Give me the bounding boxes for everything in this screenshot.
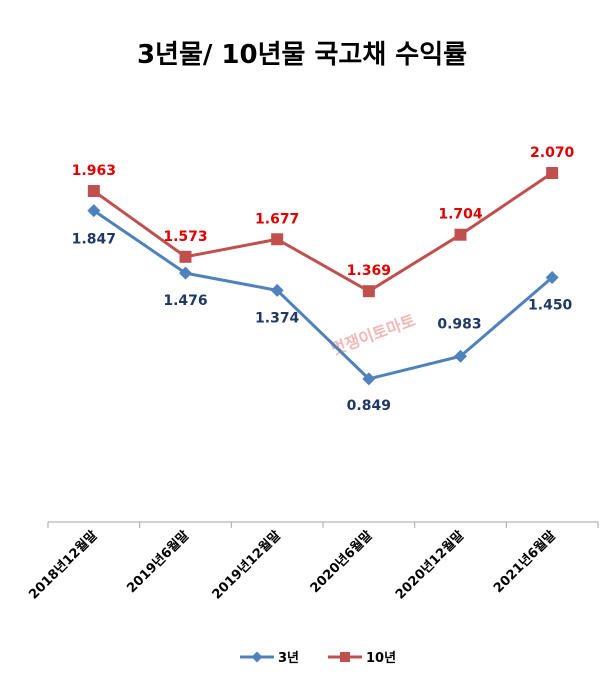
series-line bbox=[92, 171, 554, 293]
data-label: 1.847 bbox=[72, 232, 116, 248]
data-label: 0.983 bbox=[437, 316, 481, 332]
data-point bbox=[545, 271, 559, 285]
x-tick-label: 2020년6월말 bbox=[307, 527, 376, 596]
x-tick-label: 2019년6월말 bbox=[124, 527, 193, 596]
data-label: 1.704 bbox=[438, 207, 483, 223]
data-point bbox=[454, 349, 467, 363]
data-label: 1.963 bbox=[72, 163, 116, 179]
legend-item-3년: 3년 bbox=[240, 651, 299, 666]
data-point bbox=[179, 250, 192, 263]
x-tick-label: 2020년12월말 bbox=[392, 527, 467, 602]
data-point bbox=[546, 167, 559, 179]
data-point bbox=[179, 266, 192, 280]
data-label: 1.369 bbox=[347, 263, 391, 279]
x-tick-label: 2018년12월말 bbox=[26, 527, 101, 602]
series-10년 bbox=[87, 167, 559, 298]
data-label: 1.450 bbox=[528, 298, 573, 314]
x-tick-label: 2021년6월말 bbox=[490, 527, 559, 596]
data-label: 2.070 bbox=[530, 145, 575, 161]
legend-marker bbox=[251, 651, 263, 663]
data-point bbox=[270, 283, 284, 297]
data-label: 1.476 bbox=[163, 293, 207, 309]
data-label: 1.677 bbox=[255, 211, 299, 227]
data-labels: 1.847 1.476 1.374 0.849 0.983 1.450 1.963 1.573… bbox=[72, 145, 575, 414]
legend-label: 3년 bbox=[278, 651, 299, 666]
legend-item-10년: 10년 bbox=[328, 651, 396, 666]
series-layer bbox=[87, 167, 559, 386]
data-label: 0.849 bbox=[347, 398, 391, 414]
data-point bbox=[362, 285, 375, 298]
data-point bbox=[454, 228, 467, 241]
series-line bbox=[92, 209, 554, 381]
data-label: 1.573 bbox=[163, 229, 207, 245]
chart-title: 3년물/ 10년물 국고채 수익률 bbox=[136, 40, 468, 70]
legend-label: 10년 bbox=[366, 651, 396, 666]
data-label: 1.374 bbox=[255, 310, 300, 326]
data-point bbox=[362, 372, 376, 386]
data-point bbox=[87, 204, 101, 218]
legend-marker bbox=[340, 652, 350, 662]
legend: 3년 10년 bbox=[240, 651, 396, 666]
series-3년 bbox=[87, 204, 559, 386]
data-point bbox=[87, 185, 100, 198]
x-axis: 2018년12월말 2019년6월말 2019년12월말 2020년6월말 2020년1… bbox=[26, 521, 599, 603]
data-point bbox=[271, 233, 284, 246]
x-tick-label: 2019년12월말 bbox=[209, 527, 284, 602]
